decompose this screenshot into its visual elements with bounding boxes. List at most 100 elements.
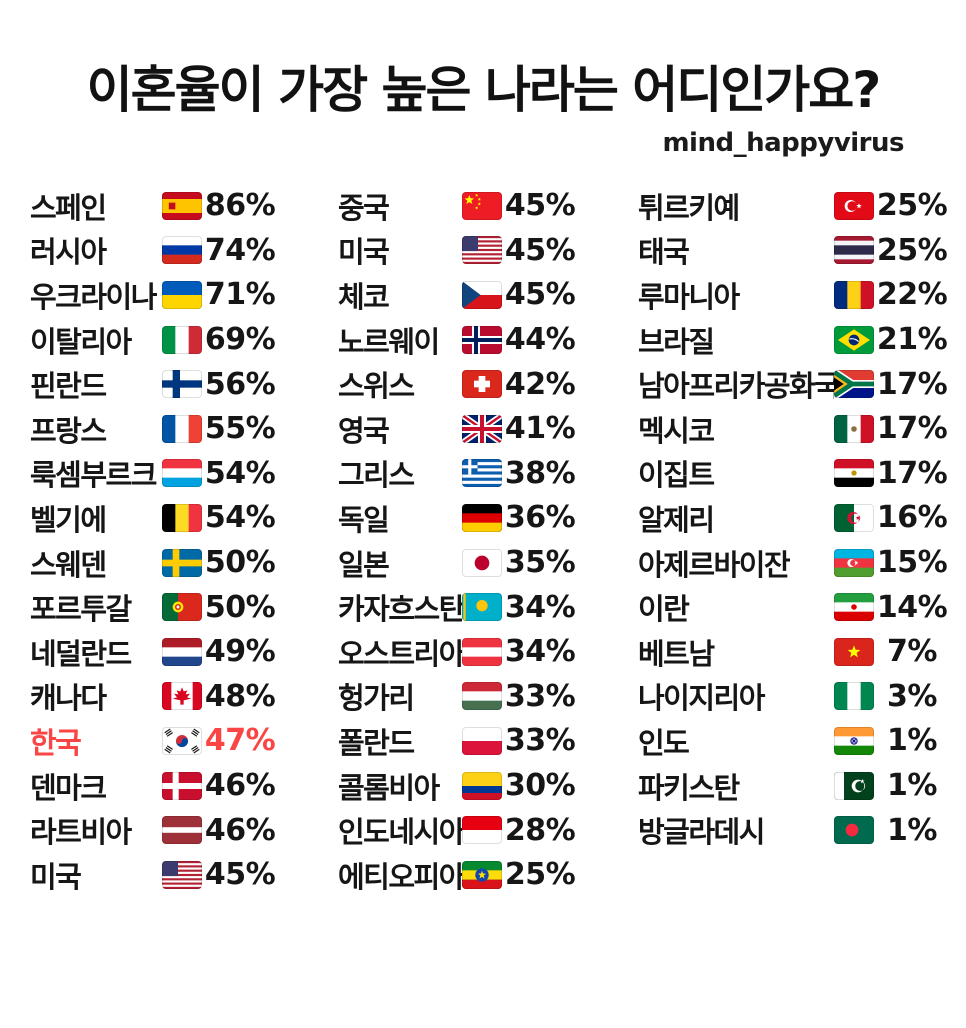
divorce-rate: 36%: [504, 500, 576, 536]
country-row: 영국 41%: [338, 406, 578, 451]
austria-flag: [462, 637, 502, 666]
vietnam-flag: [834, 637, 874, 666]
country-row: 우크라이나 71%: [30, 273, 278, 318]
country-name: 멕시코: [638, 413, 715, 448]
country-row: 라트비아 46%: [30, 808, 278, 853]
divorce-rate: 50%: [204, 545, 276, 581]
divorce-rate: 46%: [204, 768, 276, 804]
divorce-rate: 25%: [504, 857, 576, 893]
azerbaijan-flag: [834, 548, 874, 577]
norway-flag: [462, 325, 502, 354]
divorce-rate: 50%: [204, 589, 276, 625]
divorce-rate: 86%: [204, 188, 276, 224]
divorce-rate: 47%: [204, 723, 276, 759]
country-row: 인도 1%: [638, 719, 950, 764]
country-name: 파키스탄: [638, 770, 740, 805]
divorce-rate: 54%: [204, 455, 276, 491]
country-row: 아제르바이잔 15%: [638, 540, 950, 585]
ethiopia-flag: [462, 860, 502, 889]
hungary-flag: [462, 682, 502, 711]
usa-flag: [462, 236, 502, 265]
country-row: 태국 25%: [638, 228, 950, 273]
divorce-rate: 41%: [504, 411, 576, 447]
country-name: 포르투갈: [30, 592, 132, 627]
country-row: 스페인 86%: [30, 184, 278, 229]
bangladesh-flag: [834, 816, 874, 845]
country-name: 핀란드: [30, 369, 107, 404]
divorce-rate: 69%: [204, 322, 276, 358]
luxembourg-flag: [162, 459, 202, 488]
canada-flag: [162, 682, 202, 711]
country-row: 방글라데시 1%: [638, 808, 950, 853]
country-name: 나이지리아: [638, 681, 765, 716]
country-name: 미국: [338, 235, 390, 270]
divorce-rate: 25%: [876, 232, 948, 268]
divorce-rate: 54%: [204, 500, 276, 536]
divorce-rate: 55%: [204, 411, 276, 447]
country-row: 스웨덴 50%: [30, 540, 278, 585]
usa-flag: [162, 860, 202, 889]
country-row: 캐나다 48%: [30, 674, 278, 719]
credit-handle: mind_happyvirus: [662, 127, 904, 158]
france-flag: [162, 414, 202, 443]
divorce-rate: 1%: [887, 768, 937, 804]
country-name: 노르웨이: [338, 324, 440, 359]
divorce-rate: 33%: [504, 723, 576, 759]
country-name: 알제리: [638, 502, 715, 537]
divorce-rate: 28%: [504, 812, 576, 848]
country-row: 중국 45%: [338, 184, 578, 229]
kazakhstan-flag: [462, 593, 502, 622]
country-name: 튀르키예: [638, 190, 740, 225]
country-row: 핀란드 56%: [30, 362, 278, 407]
country-row: 루마니아 22%: [638, 273, 950, 318]
colombia-flag: [462, 771, 502, 800]
divorce-rate: 15%: [876, 545, 948, 581]
country-name: 스페인: [30, 190, 107, 225]
country-name: 룩셈부르크: [30, 458, 157, 493]
south-korea-flag: [162, 726, 202, 755]
country-name: 남아프리카공화국: [638, 369, 834, 404]
divorce-rate: 17%: [876, 411, 948, 447]
country-name: 폴란드: [338, 725, 415, 760]
thailand-flag: [834, 236, 874, 265]
country-name: 인도네시아: [338, 815, 462, 850]
column-3: 튀르키예 25% 태국 25% 루마니아 22% 브라질 21% 남아프리카공화국 17% 멕시코 1…: [638, 184, 950, 898]
portugal-flag: [162, 593, 202, 622]
romania-flag: [834, 280, 874, 309]
country-name: 체코: [338, 279, 390, 314]
country-name: 스위스: [338, 369, 415, 404]
country-name: 태국: [638, 235, 690, 270]
indonesia-flag: [462, 816, 502, 845]
egypt-flag: [834, 459, 874, 488]
country-name: 독일: [338, 502, 390, 537]
pakistan-flag: [834, 771, 874, 800]
country-name: 방글라데시: [638, 815, 765, 850]
latvia-flag: [162, 816, 202, 845]
country-row: 이란 14%: [638, 585, 950, 630]
divorce-rate: 42%: [504, 366, 576, 402]
divorce-rate: 22%: [876, 277, 948, 313]
divorce-rate: 34%: [504, 589, 576, 625]
divorce-rate: 1%: [887, 723, 937, 759]
italy-flag: [162, 325, 202, 354]
country-name: 캐나다: [30, 681, 107, 716]
country-row: 헝가리 33%: [338, 674, 578, 719]
russia-flag: [162, 236, 202, 265]
page-title: 이혼율이 가장 높은 나라는 어디인가요?: [86, 61, 882, 119]
divorce-rate: 3%: [887, 678, 937, 714]
country-row: 포르투갈 50%: [30, 585, 278, 630]
country-row: 그리스 38%: [338, 451, 578, 496]
divorce-rate: 45%: [504, 232, 576, 268]
country-row: 이집트 17%: [638, 451, 950, 496]
mexico-flag: [834, 414, 874, 443]
japan-flag: [462, 548, 502, 577]
divorce-rate: 46%: [204, 812, 276, 848]
turkey-flag: [834, 191, 874, 220]
divorce-rate: 17%: [876, 366, 948, 402]
algeria-flag: [834, 503, 874, 532]
divorce-rate: 71%: [204, 277, 276, 313]
country-row: 베트남 7%: [638, 629, 950, 674]
india-flag: [834, 726, 874, 755]
greece-flag: [462, 459, 502, 488]
country-row: 남아프리카공화국 17%: [638, 362, 950, 407]
